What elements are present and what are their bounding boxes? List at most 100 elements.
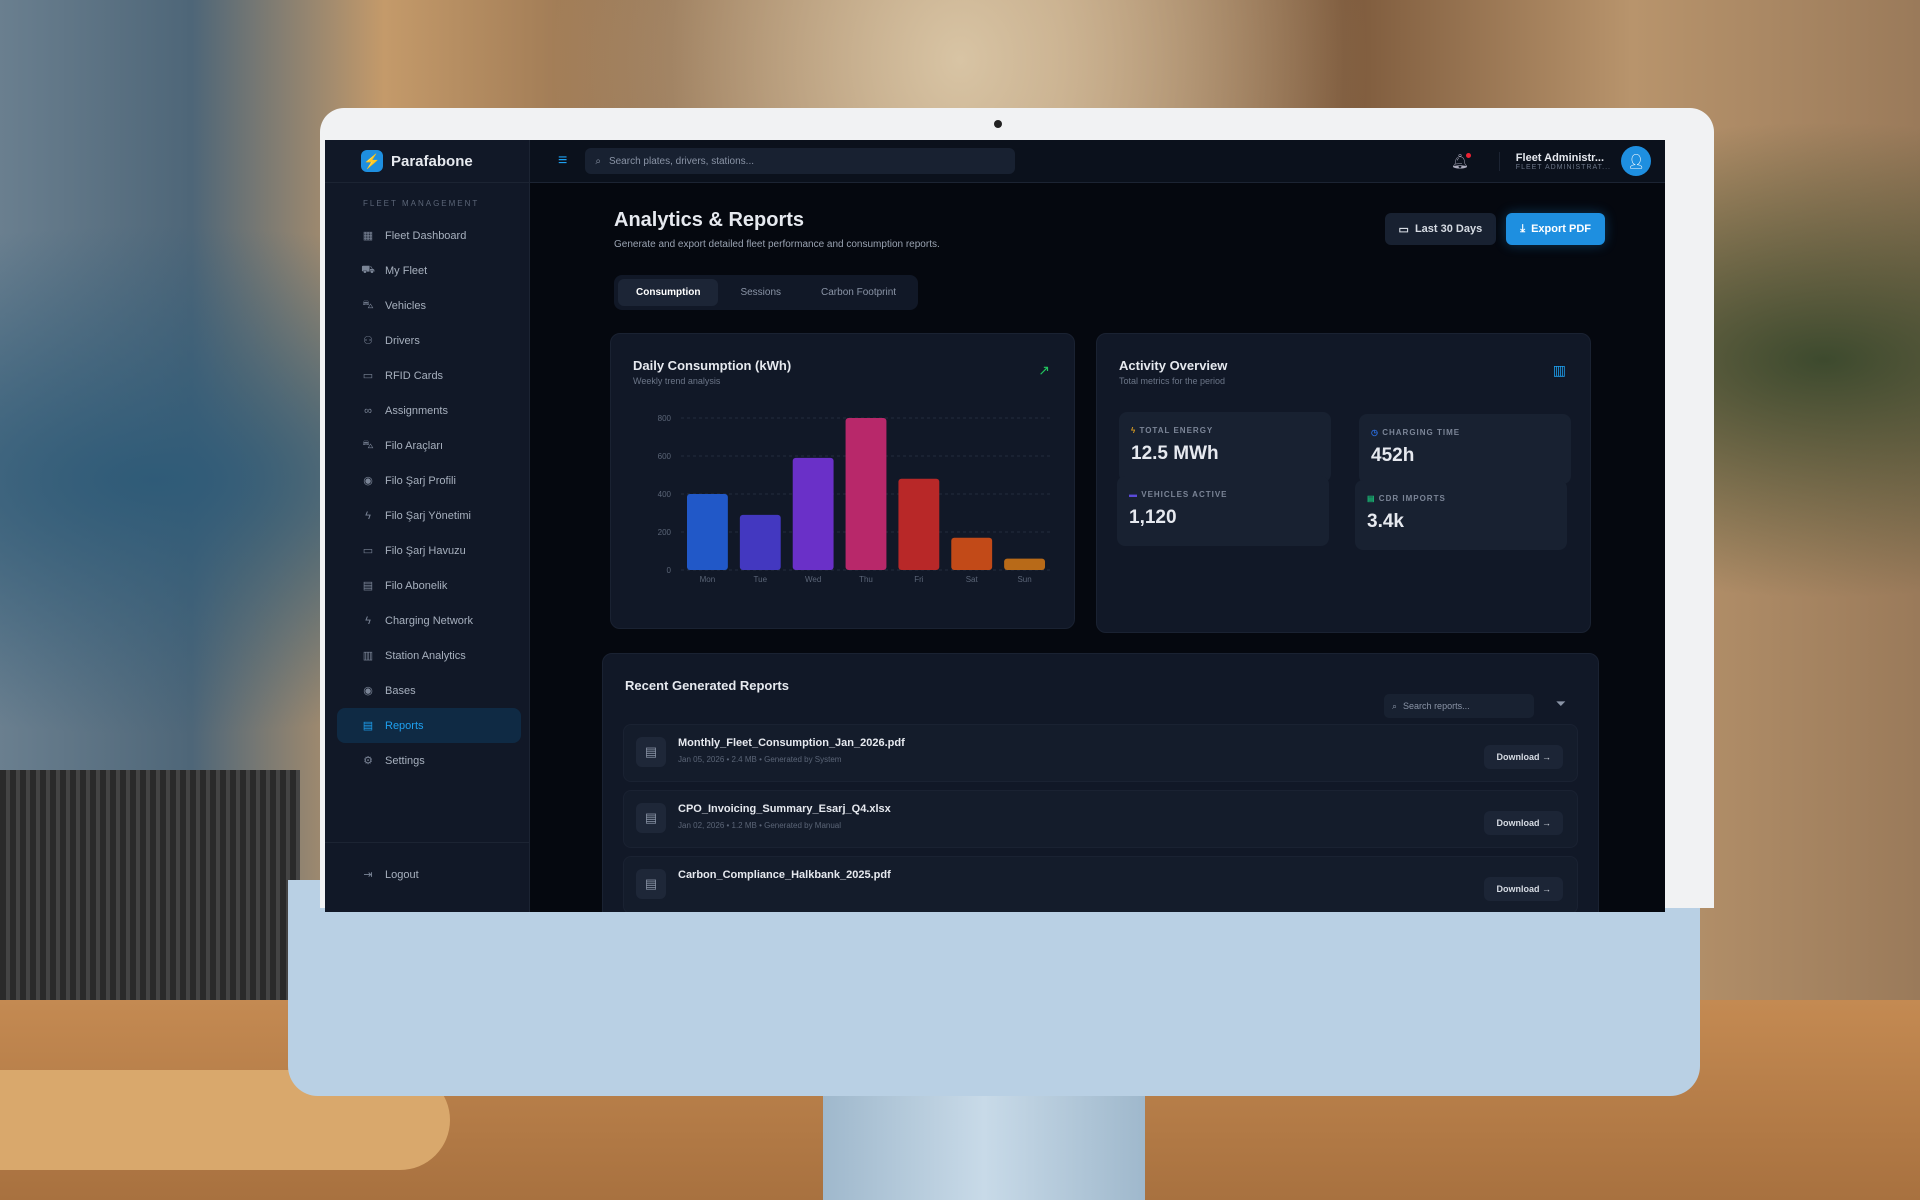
sidebar-item-label: RFID Cards — [385, 369, 444, 382]
sidebar-item-bases[interactable]: ◉ Bases — [325, 673, 529, 708]
pin-icon: ◉ — [363, 475, 373, 487]
sidebar-item-reports[interactable]: ▤ Reports — [337, 708, 521, 743]
sidebar-item-label: Filo Şarj Yönetimi — [385, 509, 471, 522]
download-button[interactable]: Download → — [1484, 745, 1563, 769]
car-icon: ▬ — [1129, 490, 1138, 499]
date-range-button[interactable]: ▭ Last 30 Days — [1384, 213, 1497, 245]
reports-search-input[interactable]: ⌕ Search reports... — [1384, 694, 1534, 718]
y-tick-label: 200 — [658, 528, 672, 537]
brand[interactable]: ⚡ Parafabone — [325, 140, 529, 183]
download-button[interactable]: Download → — [1484, 811, 1563, 835]
sidebar-item-label: Drivers — [385, 334, 420, 347]
sidebar-item-label: My Fleet — [385, 264, 428, 277]
sidebar-item-label: Filo Şarj Profili — [385, 474, 456, 487]
bar-chart-icon: ▥ — [1552, 362, 1566, 378]
x-tick-label: Sun — [1017, 575, 1031, 584]
bar-thu[interactable] — [845, 418, 887, 570]
sidebar-item-filo-arj-havuzu[interactable]: ▭ Filo Şarj Havuzu — [325, 533, 529, 568]
x-tick-label: Wed — [805, 575, 821, 584]
main-content: Analytics & Reports Generate and export … — [530, 183, 1665, 912]
sidebar-item-settings[interactable]: ⚙ Settings — [325, 743, 529, 778]
sidebar-item-filo-arj-y-netimi[interactable]: ϟ Filo Şarj Yönetimi — [325, 498, 529, 533]
sidebar-item-rfid-cards[interactable]: ▭ RFID Cards — [325, 358, 529, 393]
sidebar-item-label: Assignments — [385, 404, 448, 417]
sidebar-item-fleet-dashboard[interactable]: ▦ Fleet Dashboard — [325, 218, 529, 253]
sidebar-item-my-fleet[interactable]: ⛟ My Fleet — [325, 253, 529, 288]
sidebar-item-label: Fleet Dashboard — [385, 229, 467, 242]
stat-label: CDR IMPORTS — [1378, 494, 1446, 503]
sidebar-item-label: Filo Araçları — [385, 439, 444, 452]
stat-total-energy: ϟ TOTAL ENERGY 12.5 MWh — [1119, 412, 1331, 482]
file-icon: ▤ — [636, 869, 666, 899]
clock-icon: ◷ — [1371, 428, 1379, 437]
user-menu[interactable]: Fleet Administr... FLEET ADMINISTRAT... — [1498, 151, 1611, 171]
sidebar-item-label: Filo Abonelik — [385, 579, 448, 592]
sidebar-item-label: Reports — [385, 719, 424, 732]
stat-charging-time: ◷ CHARGING TIME 452h — [1359, 414, 1571, 484]
page-actions: ▭ Last 30 Days ⤓ Export PDF — [1384, 213, 1605, 245]
bolt-icon: ⚡ — [361, 150, 383, 172]
menu-icon[interactable]: ≡ — [558, 152, 568, 169]
bolt-icon: ϟ — [365, 614, 371, 627]
export-pdf-button[interactable]: ⤓ Export PDF — [1506, 213, 1605, 245]
avatar[interactable]: 👤︎ — [1621, 146, 1651, 176]
radiator — [0, 770, 300, 1020]
x-tick-label: Fri — [914, 575, 924, 584]
stat-cdr-imports: ▤ CDR IMPORTS 3.4k — [1355, 480, 1567, 550]
tab-sessions[interactable]: Sessions — [740, 287, 782, 298]
sidebar: ⚡ Parafabone FLEET MANAGEMENT ▦ Fleet Das… — [325, 140, 530, 912]
page-title: Analytics & Reports — [614, 209, 805, 231]
sidebar-section-label: FLEET MANAGEMENT — [363, 199, 480, 208]
download-label: Download — [1496, 884, 1540, 894]
download-button[interactable]: Download → — [1484, 877, 1563, 901]
bar-mon[interactable] — [687, 494, 728, 570]
sidebar-item-station-analytics[interactable]: ▥ Station Analytics — [325, 638, 529, 673]
bar-wed[interactable] — [792, 457, 834, 570]
sidebar-item-assignments[interactable]: ∞ Assignments — [325, 393, 529, 428]
download-label: Download — [1496, 752, 1540, 762]
grid-icon: ▦ — [362, 230, 374, 242]
search-input[interactable]: ⌕ Search plates, drivers, stations... — [585, 148, 1016, 174]
activity-overview-card: Activity Overview Total metrics for the … — [1096, 333, 1591, 633]
file-icon: ▤ — [362, 720, 374, 732]
sidebar-item-label: Station Analytics — [385, 649, 466, 662]
sidebar-item-label: Filo Şarj Havuzu — [385, 544, 466, 557]
bar-tue[interactable] — [739, 514, 781, 570]
bar-fri[interactable] — [898, 478, 940, 570]
bar-sat[interactable] — [951, 537, 993, 570]
screen: ⚡ Parafabone FLEET MANAGEMENT ▦ Fleet Das… — [325, 140, 1665, 912]
monitor-chin — [288, 880, 1700, 1096]
stat-vehicles-active: ▬ VEHICLES ACTIVE 1,120 — [1117, 476, 1329, 546]
tab-consumption[interactable]: Consumption — [618, 279, 719, 306]
bar-sun[interactable] — [1004, 558, 1045, 570]
activity-title: Activity Overview — [1119, 358, 1228, 373]
sidebar-item-filo-ara-lar-[interactable]: ⛍ Filo Araçları — [325, 428, 529, 463]
sidebar-item-label: Vehicles — [385, 299, 426, 312]
car-icon: ⛍ — [362, 438, 374, 451]
sidebar-item-filo-arj-profili[interactable]: ◉ Filo Şarj Profili — [325, 463, 529, 498]
download-icon: ⤓ — [1520, 222, 1526, 235]
bar-chart-icon: ▥ — [362, 650, 374, 662]
sidebar-item-label: Settings — [385, 754, 425, 767]
tab-carbon-footprint[interactable]: Carbon Footprint — [821, 287, 897, 298]
sidebar-item-vehicles[interactable]: ⛍ Vehicles — [325, 288, 529, 323]
bell-icon[interactable]: 🔔︎ — [1451, 152, 1471, 169]
sidebar-item-charging-network[interactable]: ϟ Charging Network — [325, 603, 529, 638]
reports-title: Recent Generated Reports — [625, 678, 789, 693]
car-icon: ⛍ — [362, 298, 374, 311]
topbar: ≡ ⌕ Search plates, drivers, stations... 🔔… — [530, 140, 1665, 183]
sidebar-item-filo-abonelik[interactable]: ▤ Filo Abonelik — [325, 568, 529, 603]
sidebar-item-drivers[interactable]: ⚇ Drivers — [325, 323, 529, 358]
logout-icon: ⇥ — [363, 869, 373, 881]
x-tick-label: Mon — [700, 575, 716, 584]
gear-icon: ⚙ — [363, 755, 373, 767]
stat-value: 12.5 MWh — [1131, 443, 1219, 464]
report-row: ▤ CPO_Invoicing_Summary_Esarj_Q4.xlsx Jan … — [623, 790, 1578, 848]
filter-icon[interactable]: ⏷ — [1555, 696, 1566, 711]
logout-button[interactable]: ⇥ Logout — [325, 857, 529, 892]
stat-label: VEHICLES ACTIVE — [1141, 490, 1228, 499]
arrow-right-icon: → — [1542, 818, 1551, 828]
file-icon: ▤ — [636, 737, 666, 767]
sidebar-item-label: Charging Network — [385, 614, 474, 627]
sidebar-item-label: Bases — [385, 684, 416, 697]
